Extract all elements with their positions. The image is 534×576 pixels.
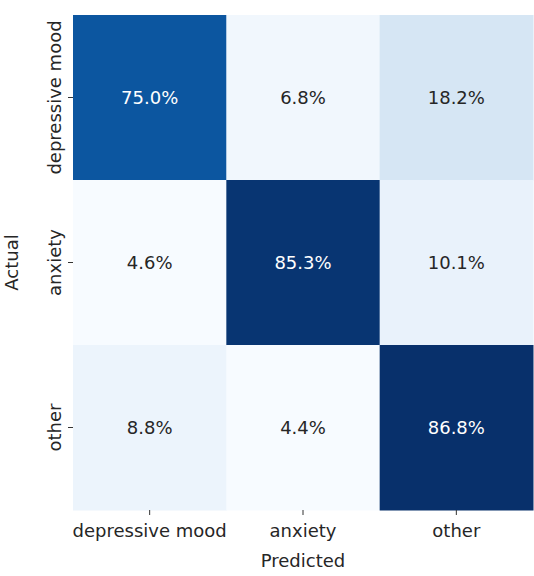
cell-label: 86.8% [428,417,485,438]
cell-label: 75.0% [121,87,178,108]
x-tick-label: depressive mood [73,520,227,541]
cell [226,345,380,511]
x-tick [303,510,304,515]
cell [380,345,534,511]
x-tick [456,510,457,515]
y-axis-label: Actual [1,234,22,290]
axes: depressive mood anxiety other depressive mo… [44,20,481,541]
cell-label: 8.8% [127,417,173,438]
heatmap-chart: 75.0% 6.8% 18.2% 4.6% 85.3% 10.1% 8.8% 4.4% 86.8… [0,0,534,576]
chart-container: 75.0% 6.8% 18.2% 4.6% 85.3% 10.1% 8.8% 4.4% 86.8… [0,0,534,576]
y-tick [68,262,73,263]
cell [380,180,534,346]
x-tick-label: anxiety [270,520,337,541]
x-tick-label: other [432,520,481,541]
cell [73,180,227,346]
cell-labels: 75.0% 6.8% 18.2% 4.6% 85.3% 10.1% 8.8% 4.4% 86.8… [121,87,485,438]
x-axis-label: Predicted [261,550,346,571]
cell [226,180,380,346]
y-tick [68,97,73,98]
cell-label: 18.2% [428,87,485,108]
x-tick [149,510,150,515]
y-tick-label: anxiety [44,229,65,296]
cell-label: 4.6% [127,252,173,273]
y-tick-label: other [44,403,65,452]
cell [226,15,380,181]
cell-label: 4.4% [280,417,326,438]
y-tick [68,427,73,428]
cell-label: 6.8% [280,87,326,108]
cell [73,345,227,511]
cell [73,15,227,181]
cell-label: 85.3% [274,252,331,273]
cells [73,15,534,511]
cell-label: 10.1% [428,252,485,273]
y-tick-label: depressive mood [44,20,65,174]
cell [380,15,534,181]
